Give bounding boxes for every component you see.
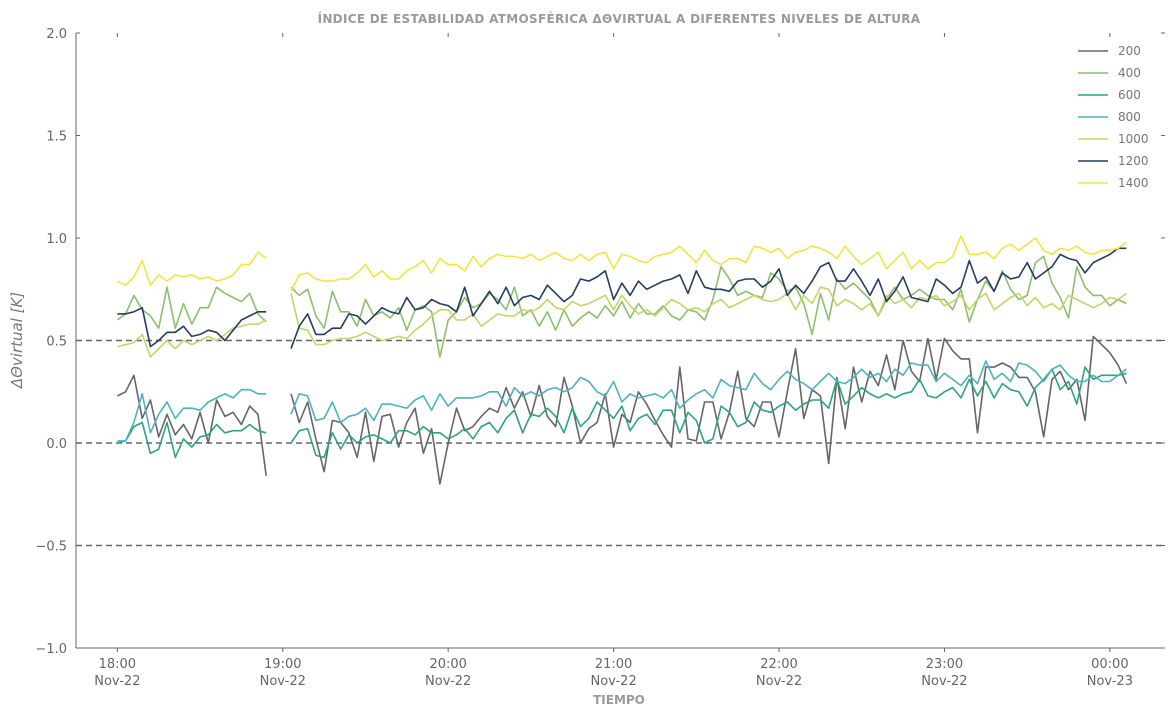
legend-label-600: 600 <box>1118 88 1141 102</box>
series-line-800 <box>117 388 267 442</box>
legend: 200 400 600 800 1000 1200 1400 <box>1078 44 1149 190</box>
y-tick-label: −0.5 <box>35 540 67 555</box>
x-axis-label: TIEMPO <box>593 693 645 707</box>
series-400 <box>116 255 1127 358</box>
y-tick-label: −1.0 <box>35 642 67 657</box>
series-line-600 <box>290 366 1127 459</box>
series-1200 <box>117 247 1127 349</box>
x-tick-label: 22:00 <box>760 657 797 672</box>
y-axis-label: ΔΘvirtual [K] <box>8 292 26 389</box>
reference-lines <box>76 339 1165 547</box>
series-line-800 <box>290 360 1127 424</box>
legend-label-200: 200 <box>1118 44 1141 58</box>
series-line-400 <box>290 255 1127 358</box>
series-layer <box>116 235 1128 485</box>
x-tick-label: 19:00 <box>264 657 301 672</box>
x-tick-date-label: Nov-22 <box>260 674 306 689</box>
legend-label-1200: 1200 <box>1118 154 1149 168</box>
series-line-1200 <box>117 306 267 348</box>
series-200 <box>117 335 1128 485</box>
series-600 <box>117 366 1127 459</box>
x-tick-label: 20:00 <box>429 657 466 672</box>
series-line-1400 <box>117 251 267 287</box>
legend-label-800: 800 <box>1118 110 1141 124</box>
legend-label-400: 400 <box>1118 66 1141 80</box>
series-800 <box>117 360 1127 442</box>
y-tick-label: 0.5 <box>46 335 67 350</box>
series-1000 <box>117 286 1127 358</box>
series-line-200 <box>290 335 1128 485</box>
legend-label-1000: 1000 <box>1118 132 1149 146</box>
x-tick-date-label: Nov-22 <box>756 674 802 689</box>
y-tick-label: 1.0 <box>46 232 67 247</box>
series-line-1200 <box>290 247 1127 349</box>
series-line-600 <box>117 421 267 459</box>
x-tick-date-label: Nov-22 <box>94 674 140 689</box>
y-tick-label: 1.5 <box>46 130 67 145</box>
x-tick-label: 00:00 <box>1091 657 1128 672</box>
x-tick-date-label: Nov-22 <box>425 674 471 689</box>
series-line-400 <box>116 286 267 330</box>
x-ticks: 18:00 Nov-22 19:00 Nov-22 20:00 Nov-22 21:00 No… <box>94 33 1133 689</box>
y-ticks: 2.0 1.5 1.0 0.5 0.0 −0.5 −1.0 <box>35 27 1165 657</box>
x-tick-date-label: Nov-23 <box>1087 674 1133 689</box>
x-tick-date-label: Nov-22 <box>590 674 636 689</box>
x-tick-label: 18:00 <box>99 657 136 672</box>
legend-label-1400: 1400 <box>1118 176 1149 190</box>
series-line-200 <box>117 374 267 476</box>
series-line-1000 <box>117 319 267 358</box>
y-tick-label: 2.0 <box>46 27 67 42</box>
y-tick-label: 0.0 <box>46 437 67 452</box>
chart-title: ÍNDICE DE ESTABILIDAD ATMOSFÉRICA ΔΘVIRT… <box>318 11 921 26</box>
series-line-1400 <box>290 235 1127 292</box>
x-tick-label: 21:00 <box>595 657 632 672</box>
x-tick-label: 23:00 <box>926 657 963 672</box>
x-tick-date-label: Nov-22 <box>921 674 967 689</box>
series-line-1000 <box>290 286 1127 346</box>
series-1400 <box>117 235 1127 292</box>
